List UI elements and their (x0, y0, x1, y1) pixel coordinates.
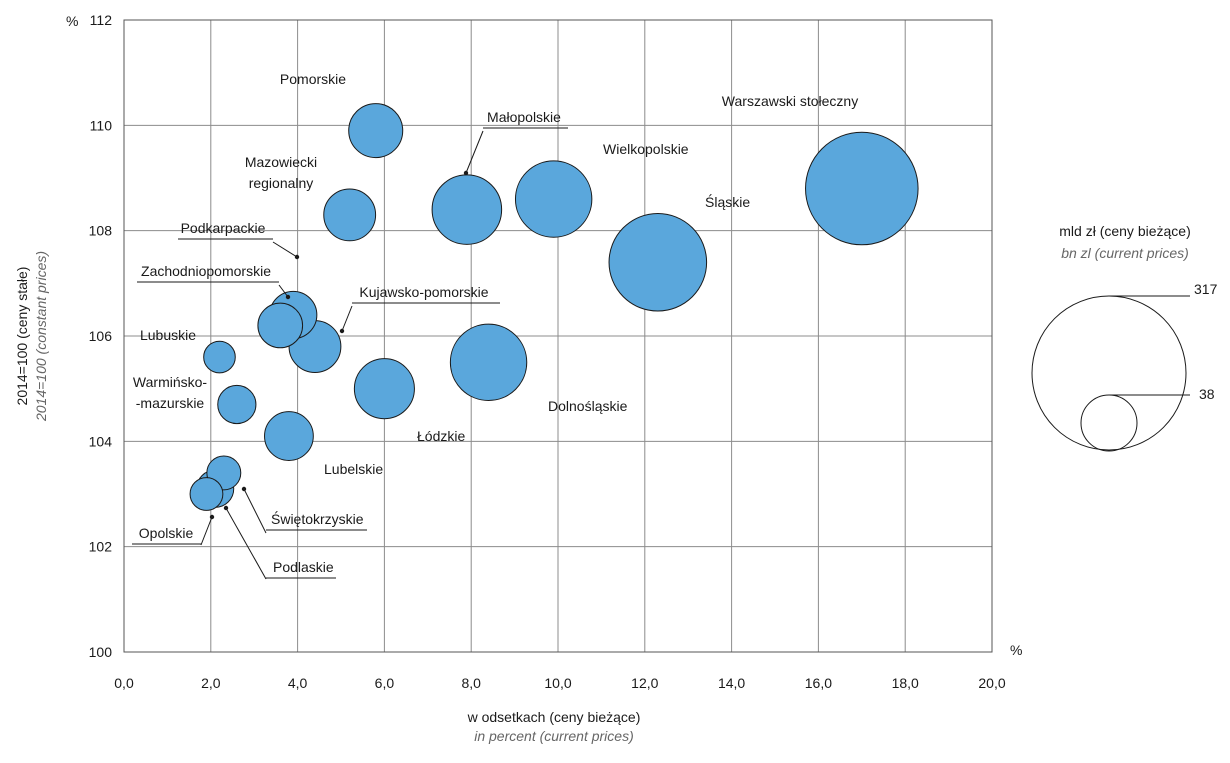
bubble-label: Warszawski stołeczny (722, 93, 858, 109)
bubble (431, 174, 503, 245)
bubble-label: Opolskie (139, 525, 194, 541)
bubble (217, 384, 257, 425)
callout-dot (209, 514, 215, 520)
x-tick-label: 16,0 (805, 675, 832, 691)
size-legend-large-circle (1031, 295, 1187, 451)
x-tick-label: 2,0 (201, 675, 221, 691)
bubble (189, 477, 224, 511)
callout-dot (463, 170, 469, 176)
bubble (353, 358, 415, 420)
bubble-label: Podkarpackie (181, 220, 266, 236)
callout-leader (200, 516, 213, 546)
callout-dot (285, 294, 291, 300)
size-legend-small-circle (1080, 394, 1138, 452)
x-unit-label: % (1010, 642, 1022, 658)
callout-leader (272, 241, 298, 258)
x-tick-label: 20,0 (978, 675, 1005, 691)
bubble-label: Warmińsko--mazurskie (133, 374, 207, 411)
bubble (805, 131, 919, 246)
size-legend-small-value: 38 (1199, 386, 1215, 402)
bubble-label: Dolnośląskie (548, 398, 628, 414)
bubble (348, 103, 404, 159)
x-tick-label: 14,0 (718, 675, 745, 691)
bubble-label: Lubelskie (324, 461, 383, 477)
plot-frame (123, 19, 993, 653)
bubble (264, 411, 314, 461)
size-legend-title-en: bn zl (current prices) (1061, 245, 1189, 261)
callout-leader (341, 305, 353, 332)
bubble-label: Kujawsko-pomorskie (359, 284, 488, 300)
bubbles (189, 103, 919, 511)
x-tick-label: 18,0 (892, 675, 919, 691)
bubble-label: Pomorskie (280, 71, 346, 87)
grid (123, 19, 993, 653)
x-tick-label: 6,0 (375, 675, 395, 691)
x-tick-label: 10,0 (544, 675, 571, 691)
callout-leader (278, 284, 289, 298)
y-tick-label: 102 (89, 539, 113, 555)
bubble-label: Mazowiecki regionalny (245, 154, 317, 191)
bubble (203, 340, 236, 374)
bubble-label: Zachodniopomorskie (141, 263, 271, 279)
size-legend-large-value: 317 (1194, 281, 1218, 297)
bubble-label: Wielkopolskie (603, 141, 689, 157)
callouts: Pomorskie Małopolskie Wielkopolskie Warszaw… (132, 71, 858, 580)
bubble-label: Lubuskie (140, 327, 196, 343)
bubble (323, 188, 377, 242)
y-tick-label: 104 (89, 433, 113, 449)
callout-leader (243, 488, 267, 534)
bubble (449, 323, 528, 402)
y-tick-label: 112 (90, 12, 113, 28)
y-tick-label: 106 (89, 328, 113, 344)
x-axis-title: w odsetkach (ceny bieżące) (467, 709, 641, 725)
y-tick-label: 108 (89, 223, 113, 239)
y-axis-title-en: 2014=100 (constant prices) (33, 251, 49, 422)
x-tick-label: 8,0 (461, 675, 481, 691)
y-tick-label: 100 (89, 644, 113, 660)
bubble-label: Łódzkie (417, 428, 465, 444)
size-legend: mld zł (ceny bieżące) bn zl (current pri… (1031, 223, 1218, 452)
callout-dot (294, 254, 300, 260)
bubble-label: Podlaskie (273, 559, 334, 575)
y-unit-label: % (66, 13, 78, 29)
x-tick-label: 0,0 (114, 675, 134, 691)
callout-dot (241, 486, 247, 492)
callout-leader (465, 130, 484, 174)
bubble-label: Małopolskie (487, 109, 561, 125)
y-tick-label: 110 (90, 117, 113, 133)
tick-labels: 0,0 2,0 4,0 6,0 8,0 10,0 12,0 14,0 16,0 18,0 20,0 1… (89, 12, 1006, 691)
bubble (257, 302, 304, 349)
callout-dot (223, 505, 229, 511)
y-axis-title: 2014=100 (ceny stałe) (14, 267, 30, 406)
bubble-label: Świętokrzyskie (271, 510, 364, 527)
size-legend-title: mld zł (ceny bieżące) (1059, 223, 1191, 239)
bubble (514, 160, 593, 238)
callout-dot (339, 328, 345, 334)
x-tick-label: 4,0 (288, 675, 308, 691)
x-axis-title-en: in percent (current prices) (474, 728, 634, 744)
bubble-label: Śląskie (705, 193, 750, 210)
callout-leader (225, 507, 267, 580)
bubble (608, 212, 708, 312)
x-tick-label: 12,0 (631, 675, 658, 691)
